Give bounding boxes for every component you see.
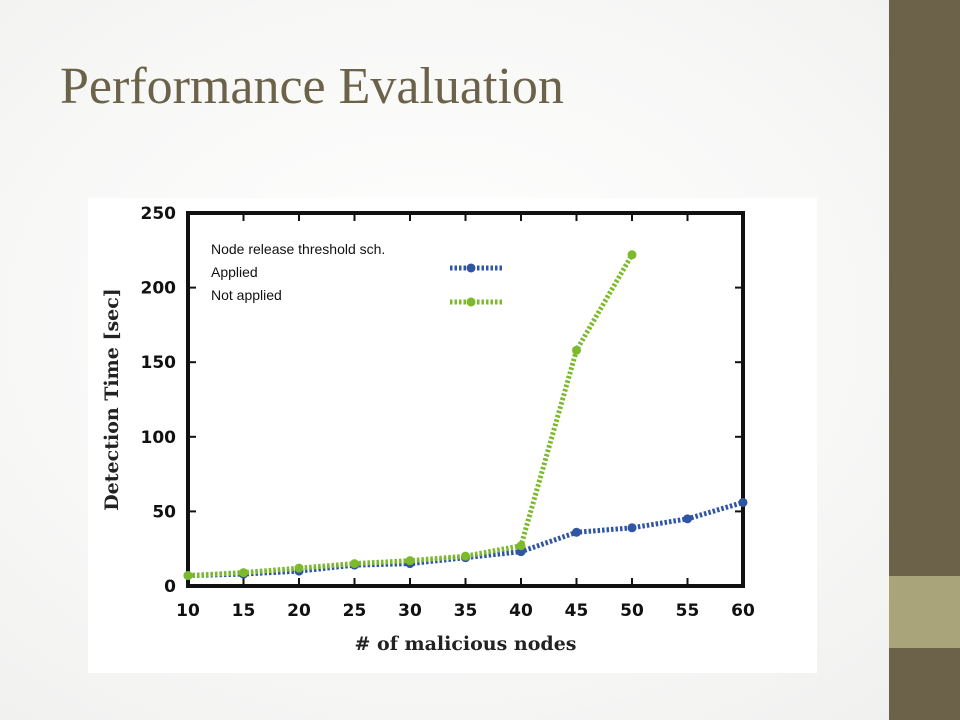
data-point [350, 559, 359, 569]
data-point [405, 556, 415, 566]
series-line-applied [187, 500, 744, 579]
x-tick-label: 10 [176, 601, 200, 621]
slide-sidebar-accent [889, 576, 960, 648]
x-tick-label: 30 [398, 601, 422, 621]
legend-label-not-applied: Not applied [211, 287, 282, 303]
legend-title: Node release threshold sch. [211, 241, 385, 257]
x-tick-label: 35 [454, 601, 478, 621]
y-tick-label: 200 [141, 279, 177, 299]
y-tick-label: 50 [152, 502, 176, 522]
line-chart: 10 15 20 25 30 35 40 45 50 55 60 0 50 100 150 200 250 De… [101, 204, 755, 655]
data-point [572, 345, 581, 355]
x-tick-label: 40 [509, 601, 533, 621]
y-tick-label: 150 [141, 353, 177, 373]
x-tick-label: 60 [731, 601, 755, 621]
y-tick-label: 0 [164, 577, 176, 597]
data-point [738, 497, 748, 507]
x-tick-label: 15 [232, 601, 256, 621]
data-point [461, 551, 470, 561]
data-point [516, 541, 526, 551]
series-layer [183, 250, 748, 581]
plot-frame [186, 211, 745, 588]
y-tick-label: 250 [141, 204, 177, 224]
data-point [239, 568, 248, 578]
y-tick-label: 100 [141, 428, 177, 448]
legend-swatches [450, 263, 502, 307]
y-axis-title: Detection Time [sec] [101, 288, 123, 511]
x-tick-label: 55 [676, 601, 700, 621]
legend-background [206, 238, 518, 310]
x-tick-label: 20 [287, 601, 311, 621]
ticks-layer: 10 15 20 25 30 35 40 45 50 55 60 0 50 100 150 200 250 [141, 204, 755, 621]
data-point [627, 523, 637, 533]
data-point [183, 571, 193, 581]
data-point [294, 563, 304, 573]
data-point [572, 527, 581, 537]
data-point [683, 514, 692, 524]
legend-label-applied: Applied [211, 264, 258, 280]
data-point [627, 250, 637, 260]
x-tick-label: 25 [343, 601, 367, 621]
x-axis-title: # of malicious nodes [355, 633, 577, 655]
slide-title: Performance Evaluation [60, 58, 564, 115]
x-tick-label: 45 [565, 601, 589, 621]
legend-swatch-marker [466, 263, 476, 273]
chart-legend: Node release threshold sch. Applied Not … [206, 238, 518, 310]
legend-swatch-marker [466, 297, 476, 307]
x-tick-label: 50 [620, 601, 644, 621]
chart-figure: 10 15 20 25 30 35 40 45 50 55 60 0 50 100 150 200 250 De… [88, 198, 817, 673]
